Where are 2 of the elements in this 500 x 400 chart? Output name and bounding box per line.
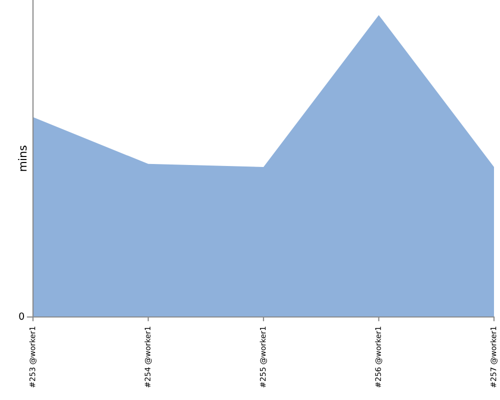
text: 0 [19, 312, 24, 320]
y-axis-title: mins [18, 146, 27, 171]
